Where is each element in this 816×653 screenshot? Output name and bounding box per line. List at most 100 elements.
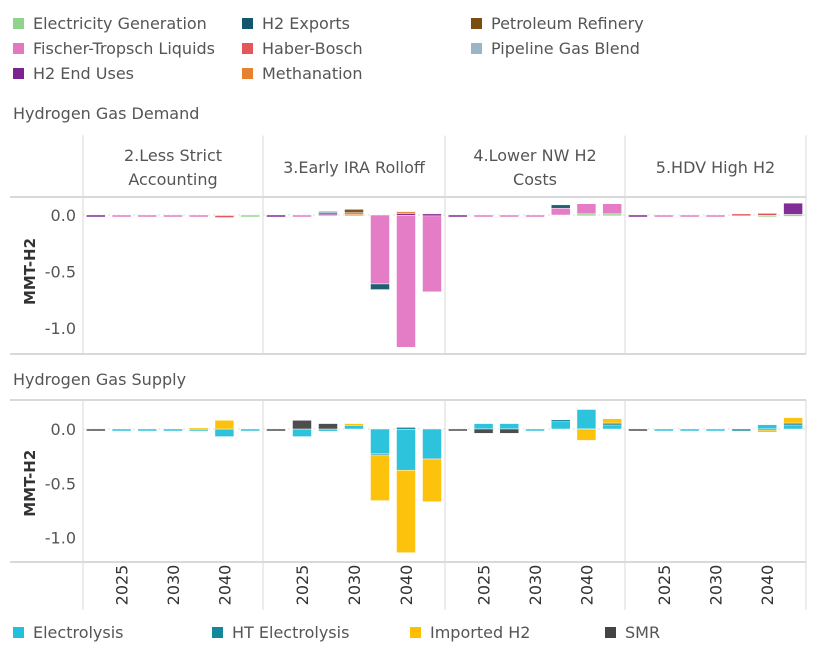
- bar-segment-h2-end-uses: [266, 214, 286, 218]
- bar-segment-imported-h2: [370, 454, 390, 501]
- bar-segment-fischer-tropsch-liquids: [163, 214, 183, 218]
- bar-segment-fischer-tropsch-liquids: [292, 214, 312, 218]
- bar-segment-fischer-tropsch-liquids: [422, 214, 442, 293]
- bar-segment-electrolysis: [240, 428, 260, 432]
- y-tick-label: 0.0: [51, 206, 76, 225]
- legend-item-electricity-generation[interactable]: Electricity Generation: [13, 13, 207, 33]
- bar-segment-imported-h2: [344, 423, 364, 426]
- legend-item-ht-electrolysis[interactable]: HT Electrolysis: [212, 622, 349, 642]
- bar-segment-smr: [86, 428, 106, 432]
- bar-segment-h2-end-uses: [448, 214, 468, 218]
- bar-segment-haber-bosch: [731, 213, 752, 217]
- legend-item-h2-end-uses[interactable]: H2 End Uses: [13, 63, 134, 83]
- legend-item-imported-h2[interactable]: Imported H2: [410, 622, 530, 642]
- bar-segment-electrolysis: [318, 428, 338, 432]
- y-tick-label: -0.5: [45, 474, 76, 493]
- legend-label: H2 End Uses: [33, 63, 135, 83]
- y-tick-label: -0.5: [45, 263, 76, 282]
- bar-segment-fischer-tropsch-liquids: [473, 214, 494, 218]
- demand-chart-title: Hydrogen Gas Demand: [13, 104, 200, 123]
- legend-item-h2-exports[interactable]: H2 Exports: [242, 13, 350, 33]
- top-legend: Electricity Generation Fischer-Tropsch L…: [0, 0, 816, 90]
- legend-item-fischer-tropsch-liquids[interactable]: Fischer-Tropsch Liquids: [13, 38, 215, 58]
- bar-segment-electrolysis: [679, 428, 700, 432]
- legend-label: Electrolysis: [33, 622, 124, 642]
- legend-swatch: [605, 626, 616, 638]
- legend-label: Pipeline Gas Blend: [491, 38, 640, 58]
- legend-label: Fischer-Tropsch Liquids: [33, 38, 216, 58]
- bar-segment-fischer-tropsch-liquids: [499, 214, 520, 218]
- legend-label: Imported H2: [430, 622, 531, 642]
- panel-header-label: 2.Less Strict: [124, 146, 222, 165]
- bar-segment-ht-electrolysis: [602, 422, 622, 426]
- legend-item-pipeline-gas-blend[interactable]: Pipeline Gas Blend: [471, 38, 640, 58]
- legend-item-haber-bosch[interactable]: Haber-Bosch: [242, 38, 363, 58]
- bar-segment-electrolysis: [525, 428, 545, 432]
- bar-segment-petroleum-refinery: [344, 209, 364, 213]
- panel-header-label: Accounting: [128, 170, 217, 189]
- legend-label: Electricity Generation: [33, 13, 207, 33]
- bar-segment-fischer-tropsch-liquids: [602, 203, 622, 215]
- bar-segment-fischer-tropsch-liquids: [576, 203, 597, 215]
- bar-segment-electrolysis: [654, 428, 674, 432]
- legend-swatch: [410, 626, 421, 638]
- x-tick-label: 2040: [758, 565, 777, 606]
- y-axis-label: MMT-H2: [21, 450, 39, 517]
- legend-swatch: [242, 17, 253, 29]
- legend-swatch: [212, 626, 223, 638]
- legend-swatch: [13, 67, 24, 79]
- panel-header-label: 4.Lower NW H2: [473, 146, 596, 165]
- legend-swatch: [13, 17, 24, 29]
- bar-segment-h2-end-uses: [628, 214, 648, 218]
- bar-segment-imported-h2: [396, 469, 416, 553]
- bar-segment-fischer-tropsch-liquids: [525, 214, 545, 218]
- legend-swatch: [13, 626, 24, 638]
- panel-header-label: Costs: [513, 170, 557, 189]
- bar-segment-smr: [473, 428, 494, 434]
- bar-segment-electrolysis: [370, 428, 390, 455]
- legend-item-methanation[interactable]: Methanation: [242, 63, 362, 83]
- legend-item-electrolysis[interactable]: Electrolysis: [13, 622, 124, 642]
- bar-segment-electrolysis: [422, 428, 442, 459]
- legend-label: Methanation: [262, 63, 363, 83]
- legend-label: HT Electrolysis: [232, 622, 350, 642]
- bar-segment-smr: [266, 428, 286, 432]
- bar-segment-electrolysis: [137, 428, 158, 432]
- bar-segment-imported-h2: [602, 418, 622, 424]
- bar-segment-smr: [448, 428, 468, 432]
- bar-segment-electricity-generation: [240, 214, 260, 218]
- y-tick-label: -1.0: [45, 529, 76, 548]
- bar-segment-electrolysis: [292, 428, 312, 437]
- x-tick-label: 2025: [293, 565, 312, 606]
- bar-segment-electrolysis: [396, 428, 416, 471]
- bar-segment-imported-h2: [783, 417, 803, 424]
- bar-segment-imported-h2: [576, 429, 597, 441]
- x-tick-label: 2030: [707, 565, 726, 606]
- bar-segment-h2-exports: [550, 204, 571, 209]
- x-tick-label: 2025: [113, 565, 132, 606]
- bar-segment-ht-electrolysis: [550, 419, 571, 423]
- bar-segment-methanation: [344, 212, 364, 215]
- x-tick-label: 2030: [526, 565, 545, 606]
- legend-label: Haber-Bosch: [262, 38, 363, 58]
- bar-segment-ht-electrolysis: [731, 428, 752, 432]
- legend-item-smr[interactable]: SMR: [605, 622, 660, 642]
- bar-segment-h2-end-uses: [86, 214, 106, 218]
- panel-header-label: 5.HDV High H2: [656, 158, 775, 177]
- bar-segment-electrolysis: [214, 428, 235, 437]
- bar-segment-electrolysis: [757, 424, 777, 430]
- bar-segment-electrolysis: [705, 428, 726, 432]
- legend-label: Petroleum Refinery: [491, 13, 644, 33]
- bar-segment-haber-bosch: [214, 215, 235, 218]
- bar-segment-h2-exports: [370, 283, 390, 290]
- bar-segment-fischer-tropsch-liquids: [654, 214, 674, 218]
- x-tick-label: 2025: [655, 565, 674, 606]
- bar-segment-fischer-tropsch-liquids: [370, 214, 390, 285]
- bar-segment-imported-h2: [757, 429, 777, 433]
- legend-swatch: [13, 42, 24, 54]
- legend-item-petroleum-refinery[interactable]: Petroleum Refinery: [471, 13, 644, 33]
- legend-swatch: [471, 17, 482, 29]
- x-tick-label: 2030: [164, 565, 183, 606]
- x-tick-label: 2040: [577, 565, 596, 606]
